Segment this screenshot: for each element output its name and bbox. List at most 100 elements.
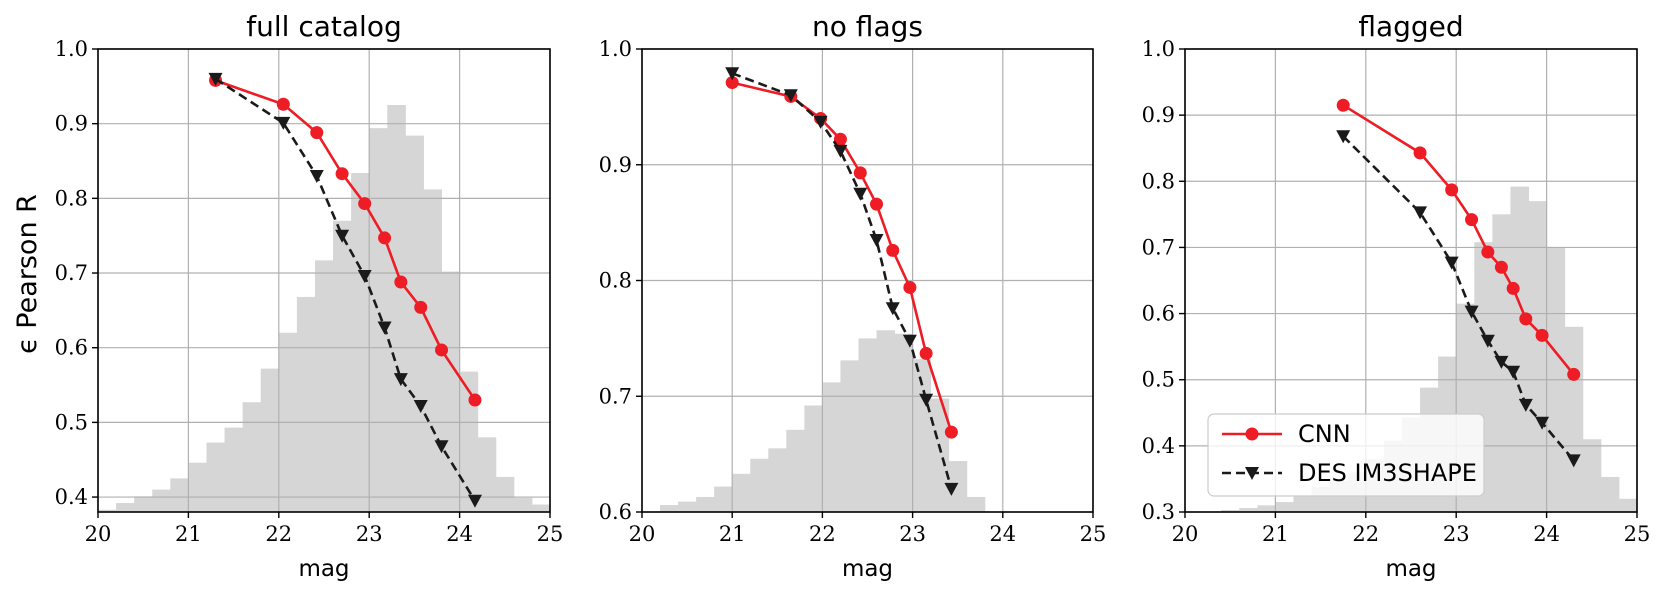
y-tick-label: 0.6 (55, 336, 88, 360)
histogram-bar (405, 135, 424, 512)
legend-cnn-label: CNN (1298, 420, 1351, 448)
x-tick-label: 23 (899, 522, 926, 546)
des-point (783, 89, 798, 103)
cnn-point (853, 166, 867, 180)
series-group (725, 67, 959, 496)
y-tick-label: 0.6 (1142, 302, 1175, 326)
histogram-bar (1293, 496, 1313, 512)
histogram-bar (696, 496, 715, 512)
histogram-bar (134, 496, 153, 512)
des-point (208, 72, 223, 86)
x-tick-label: 20 (629, 522, 656, 546)
des-point (813, 115, 828, 129)
x-tick-label: 25 (1624, 522, 1651, 546)
histogram-bar (1257, 505, 1276, 512)
y-tick-label: 0.7 (599, 384, 632, 408)
histogram-bar (858, 338, 878, 512)
des-series-line (1342, 135, 1575, 462)
histogram-bar (966, 496, 986, 512)
histogram (98, 105, 550, 512)
des-point (393, 373, 408, 387)
des-point (1413, 206, 1428, 220)
histogram-bar (351, 172, 370, 512)
legend: CNN DES IM3SHAPE (1207, 413, 1485, 497)
histogram-bar (170, 478, 189, 512)
histogram-bar (333, 220, 352, 512)
panel-title: flagged (1358, 10, 1463, 43)
histogram-bar (1564, 326, 1584, 512)
histogram-bar (1637, 505, 1656, 512)
des-point (919, 393, 934, 407)
cnn-point (1481, 245, 1495, 259)
x-axis-label: mag (298, 556, 349, 582)
legend-des-label: DES IM3SHAPE (1298, 459, 1477, 487)
histogram-bar (296, 296, 316, 512)
cnn-point (310, 126, 324, 140)
histogram-bar (531, 504, 550, 512)
x-tick-label: 25 (537, 522, 564, 546)
histogram-bar (224, 427, 244, 512)
des-point (853, 187, 868, 201)
histogram-bar (152, 489, 171, 512)
cnn-point (944, 425, 958, 439)
y-tick-label: 0.8 (599, 269, 632, 293)
cnn-point (378, 231, 392, 245)
x-tick-label: 21 (719, 522, 746, 546)
cnn-point (1494, 260, 1508, 274)
des-point (1494, 355, 1509, 369)
cnn-point (1535, 328, 1549, 342)
des-point (1464, 305, 1479, 319)
des-point (276, 116, 291, 130)
legend-des-marker (1245, 467, 1259, 480)
cnn-point (833, 132, 847, 146)
legend-cnn-marker (1245, 427, 1259, 441)
des-point (1336, 130, 1351, 144)
x-tick-label: 21 (1262, 522, 1289, 546)
x-tick-label: 25 (1080, 522, 1107, 546)
axes-frame (1184, 48, 1638, 513)
axes-frame (97, 48, 551, 513)
des-point (833, 144, 848, 158)
x-tick-label: 20 (1172, 522, 1199, 546)
histogram-bar (1600, 476, 1620, 512)
histogram-bar (804, 405, 823, 512)
cnn-point (435, 343, 449, 357)
x-tick-label: 22 (265, 522, 292, 546)
x-tick-label: 22 (809, 522, 836, 546)
histogram-bar (314, 260, 334, 512)
cnn-series-line (731, 81, 953, 433)
histogram-bar (894, 333, 914, 512)
des-point (902, 334, 917, 348)
cnn-point (1519, 312, 1533, 326)
histogram-bar (1618, 498, 1637, 512)
des-point (725, 67, 740, 81)
histogram-bar (188, 462, 207, 512)
series-group (208, 72, 482, 508)
histogram-bar (1221, 510, 1240, 512)
histogram-bar (1528, 201, 1548, 512)
des-point (413, 399, 428, 413)
y-tick-label: 0.8 (1142, 169, 1175, 193)
y-tick-label: 0.6 (599, 500, 632, 524)
cnn-point (414, 300, 428, 314)
cnn-point (394, 275, 408, 289)
histogram-bar (260, 368, 280, 512)
histogram-bar (206, 442, 226, 512)
des-series-line (731, 72, 953, 490)
y-tick-label: 0.4 (1142, 434, 1175, 458)
cnn-point (1465, 213, 1479, 227)
des-point (1480, 334, 1495, 348)
x-tick-label: 20 (85, 522, 112, 546)
histogram-bar (786, 429, 805, 512)
histogram-bar (750, 458, 769, 512)
cnn-point (335, 167, 349, 181)
series-group (1336, 98, 1581, 468)
histogram-bar (732, 473, 751, 512)
des-point (869, 233, 884, 247)
des-series-line (214, 77, 477, 502)
x-tick-label: 21 (175, 522, 202, 546)
x-tick-label: 23 (1443, 522, 1470, 546)
cnn-point (1336, 98, 1350, 112)
y-tick-label: 0.4 (55, 485, 88, 509)
des-point (377, 321, 392, 335)
